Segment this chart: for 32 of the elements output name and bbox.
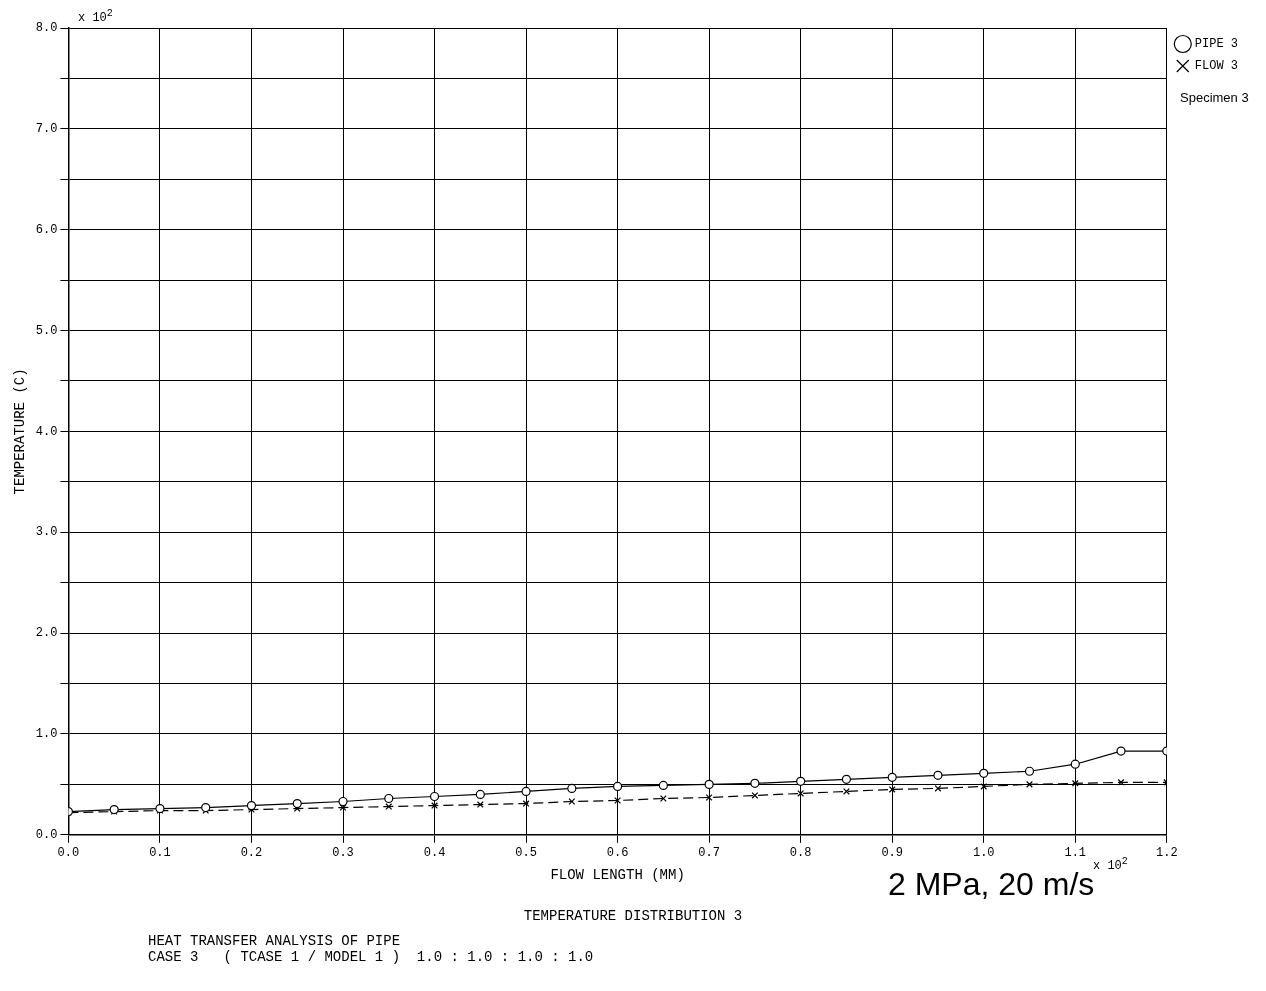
x-tick-label: 1.0 — [972, 846, 995, 861]
y-tick-label: 5.0 — [35, 323, 58, 338]
x-tick-label: 0.8 — [789, 846, 812, 861]
text: x 10$^{2}$ — [78, 8, 113, 25]
x-tick-label: 0.5 — [515, 846, 537, 861]
y-tick-label: 0.0 — [35, 827, 58, 842]
text: Specimen 3 — [1180, 90, 1249, 105]
x-tick-label: 0.3 — [332, 846, 354, 861]
x-tick-label: 0.7 — [698, 846, 720, 861]
x-tick-label: 0.2 — [240, 846, 263, 861]
y-axis-title: TEMPERATURE (C) — [12, 368, 29, 495]
x-tick-label: 0.1 — [149, 846, 171, 861]
text: x 10$^{2}$ — [1093, 856, 1128, 873]
y-tick-label: 8.0 — [35, 21, 58, 36]
legend-label: FLOW 3 — [1194, 59, 1239, 74]
x-tick-label: 1.1 — [1064, 846, 1087, 861]
y-tick-label: 1.0 — [35, 727, 58, 742]
y-tick-label: 6.0 — [35, 222, 58, 237]
x-tick-label: 0.6 — [606, 846, 629, 861]
x-tick-label: 0.9 — [881, 846, 903, 861]
x-tick-label: 0.4 — [423, 846, 446, 861]
x-tick-label: 1.2 — [1155, 846, 1178, 861]
x-tick-label: 0.0 — [57, 846, 80, 861]
x-axis-title: FLOW LENGTH (MM) — [550, 867, 685, 884]
y-tick-label: 4.0 — [35, 424, 58, 439]
y-tick-label: 2.0 — [35, 626, 58, 641]
y-tick-label: 7.0 — [35, 122, 58, 137]
y-tick-label: 3.0 — [35, 525, 58, 540]
text: HEAT TRANSFER ANALYSIS OF PIPE CASE 3 ( TCASE 1 / MODEL 1 ) 1.0 : 1.0 : 1.0 : 1.0 — [148, 933, 594, 965]
text: TEMPERATURE DISTRIBUTION 3 — [522, 908, 744, 924]
legend-label: PIPE 3 — [1194, 37, 1239, 52]
text: 2 MPa, 20 m/s — [888, 866, 1095, 903]
